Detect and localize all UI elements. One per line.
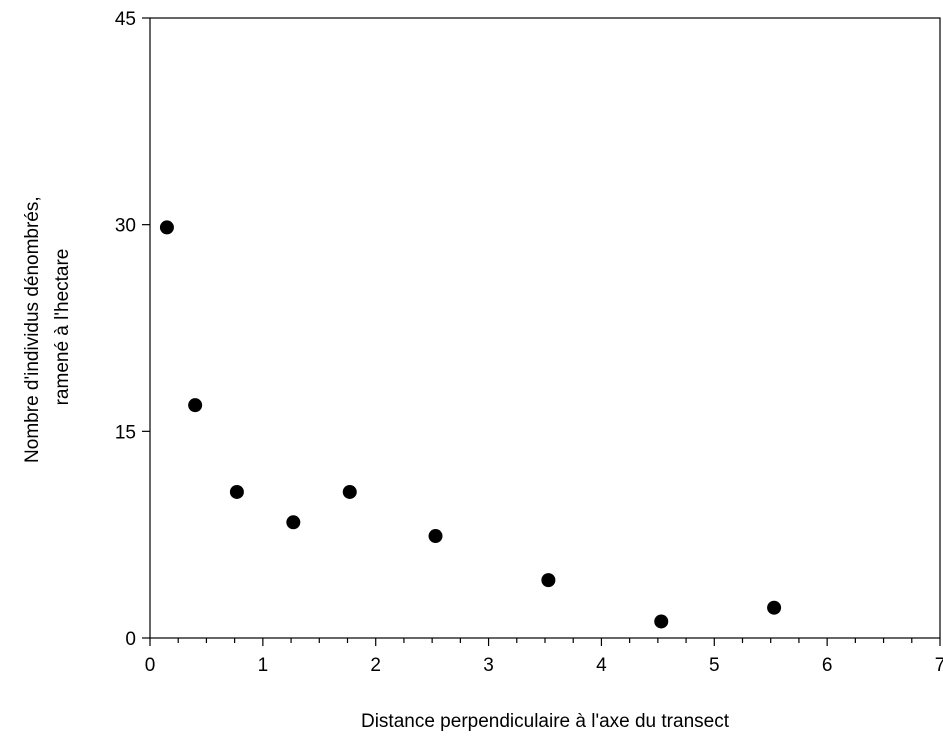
x-tick-label: 5 (709, 655, 720, 676)
y-axis-title: Nombre d'individus dénombrés, ramené à l… (22, 191, 73, 463)
data-point (342, 484, 357, 499)
x-tick-label: 6 (822, 655, 833, 676)
data-point (541, 573, 556, 588)
data-point (286, 515, 301, 530)
x-tick-label: 2 (370, 655, 381, 676)
data-point (428, 529, 443, 544)
x-tick-label: 3 (483, 655, 494, 676)
data-point (229, 484, 244, 499)
y-tick-label: 45 (115, 9, 136, 30)
data-point (767, 600, 782, 615)
y-tick-label: 15 (115, 422, 136, 443)
data-point (159, 220, 174, 235)
y-axis-title-line-2: ramené à l'hectare (52, 249, 73, 406)
y-tick-label: 0 (125, 629, 136, 650)
y-axis-title-line-1: Nombre d'individus dénombrés, (22, 196, 43, 463)
data-point (654, 614, 669, 629)
x-tick-label: 1 (258, 655, 269, 676)
x-axis-title: Distance perpendiculaire à l'axe du tran… (361, 711, 730, 732)
x-tick-label: 4 (596, 655, 607, 676)
data-point (188, 398, 203, 413)
x-tick-label: 0 (145, 655, 156, 676)
data-points (159, 220, 782, 629)
y-tick-label: 30 (115, 216, 136, 237)
plot-frame (149, 17, 941, 639)
x-tick-label: 7 (935, 655, 943, 676)
